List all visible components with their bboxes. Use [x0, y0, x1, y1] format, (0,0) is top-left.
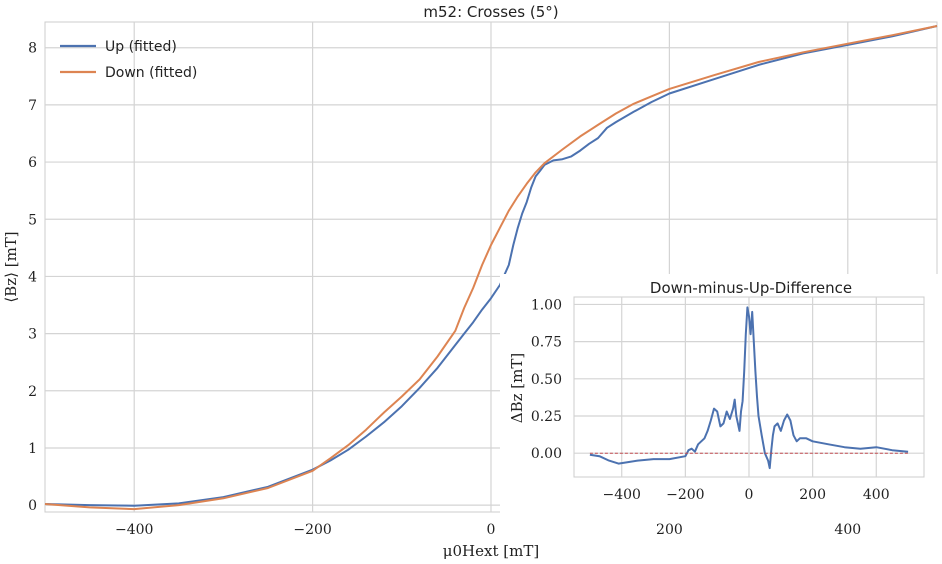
main-series-line-0 [44, 25, 938, 507]
inset-x-tick-label: 200 [799, 487, 826, 503]
main-x-tick-label: 0 [487, 522, 496, 538]
main-y-tick-label: 8 [28, 41, 37, 57]
main-chart-title: m52: Crosses (5°) [423, 3, 558, 21]
legend-label-down: Down (fitted) [105, 65, 197, 81]
inset-x-tick-label: −400 [603, 487, 641, 503]
main-y-axis-label: ⟨Bz⟩ [mT] [2, 231, 20, 302]
inset-ticks: −400 −200 0 200 400 0.00 0.25 0.50 0.75 1.00 [531, 297, 890, 503]
main-x-tick-label: 200 [656, 522, 683, 538]
inset-x-tick-label: −200 [666, 487, 704, 503]
main-series-line-1 [44, 25, 938, 511]
main-y-tick-label: 6 [28, 155, 37, 171]
inset-x-tick-label: 400 [863, 487, 890, 503]
main-y-tick-label: 7 [28, 98, 37, 114]
main-y-tick-label: 3 [28, 327, 37, 343]
inset-y-tick-label: 1.00 [531, 297, 562, 313]
main-x-tick-label: −200 [293, 522, 331, 538]
main-y-tick-label: 0 [28, 498, 37, 514]
inset-series-line-0 [589, 306, 909, 470]
inset-y-tick-label: 0.25 [531, 409, 562, 425]
legend-label-up: Up (fitted) [105, 39, 177, 55]
main-ticks: −400 −200 0 200 400 0 1 2 3 4 5 6 7 8 [28, 41, 861, 538]
main-x-tick-label: −400 [115, 522, 153, 538]
main-series-group [44, 25, 938, 511]
inset-y-tick-label: 0.50 [531, 372, 562, 388]
main-y-tick-label: 1 [28, 441, 37, 457]
inset-y-axis-label: ΔBz [mT] [508, 353, 526, 423]
main-y-tick-label: 4 [28, 269, 37, 285]
inset-chart: −400 −200 0 200 400 0.00 0.25 0.50 0.75 1.00 Down… [500, 274, 940, 514]
inset-y-tick-label: 0.00 [531, 446, 562, 462]
main-x-axis-label: μ0Hext [mT] [443, 542, 539, 560]
legend: Up (fitted) Down (fitted) [60, 39, 197, 81]
inset-x-tick-label: 0 [745, 487, 754, 503]
main-y-tick-label: 2 [28, 384, 37, 400]
inset-chart-title: Down-minus-Up-Difference [650, 279, 852, 297]
inset-y-tick-label: 0.75 [531, 335, 562, 351]
main-y-tick-label: 5 [28, 212, 37, 228]
main-x-tick-label: 400 [834, 522, 861, 538]
inset-series-group [589, 306, 909, 470]
main-chart: −400 −200 0 200 400 0 1 2 3 4 5 6 7 8 m52: Crosses (5… [2, 3, 938, 560]
